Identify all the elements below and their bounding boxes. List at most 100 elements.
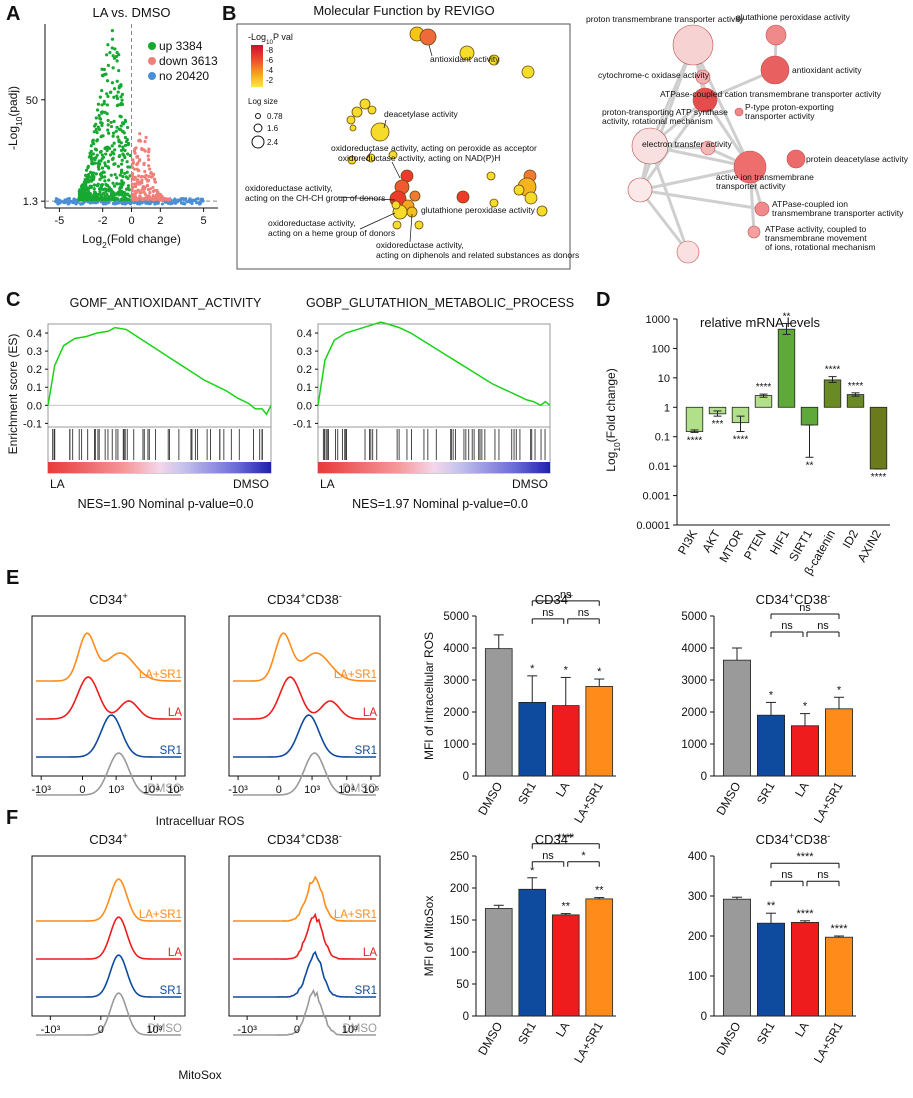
revigo-bubble [409,190,421,202]
volcano-x-label: Log2(Fold change) [82,232,181,250]
label-part: + [789,831,794,841]
point-down [156,190,160,194]
point-down [140,188,144,192]
y-tick-label: 0 [701,771,707,783]
category-label: SR1 [515,1019,539,1046]
label-part: CD38 [794,592,827,607]
revigo-label: acting on diphenols and related substanc… [376,250,579,260]
point-up [94,172,98,176]
point-up [78,194,83,198]
revigo-bubble [459,45,475,61]
mrna-bar [777,328,796,408]
point-up [117,69,121,73]
point-down [138,138,142,142]
flow-curve [233,632,377,682]
revigo-label: oxidoreductase activity, [245,183,333,193]
point-up [121,174,125,179]
label-part: CD34 [535,592,568,607]
point-up [110,81,115,85]
network-label: activity, rotational mechanism [602,116,713,126]
gsea-title: GOBP_GLUTATHION_METABOLIC_PROCESS [306,296,574,310]
point-up [112,162,116,166]
point-down [130,174,135,178]
point-no [191,198,195,202]
y-tick-label: 300 [688,891,707,903]
point-down [133,147,137,151]
y-tick-label: 0 [463,771,469,783]
point-down [152,177,157,181]
point-up [121,145,125,149]
y-tick-label: 1000 [443,739,469,751]
point-up [110,157,115,162]
point-down [134,182,138,186]
point-up [94,127,98,132]
point-down [147,174,151,178]
size-legend-circle [255,113,261,119]
point-no [56,202,60,206]
point-no [88,201,93,205]
y-tick-label: 0.3 [297,346,312,358]
revigo-bubble [346,115,356,125]
flow-curve [36,878,181,922]
label-part: Log [604,452,618,472]
point-down [147,194,151,198]
label-part: Enrichment score (ES) [6,334,20,455]
point-up [110,144,114,148]
point-up [111,131,116,135]
x-tick-label: 0 [276,784,282,796]
point-down [144,135,148,139]
label-part: - [339,831,342,841]
bracket-label: ns [578,607,590,619]
point-up [100,123,104,127]
point-up [120,98,124,102]
point-up [86,194,90,198]
y-tick-label: 0.4 [297,328,312,340]
revigo-bubble [513,184,525,196]
category-label: ID2 [840,527,862,550]
network-node [695,69,711,85]
point-up [100,67,104,71]
point-up [99,159,103,163]
point-up [105,103,109,107]
point-down [146,179,150,183]
x-tick-label: 0 [128,215,134,227]
point-no [132,201,137,205]
mrna-title: relative mRNA levels [700,315,820,330]
network-node [733,150,767,184]
network-label: cytochrome-c oxidase activity [598,70,710,80]
point-up [103,179,107,183]
point-up [94,116,98,120]
mfi-y-label: MFI of intracellular ROS [422,632,436,760]
point-up [84,185,88,190]
y-tick-label: 0.0 [27,400,42,412]
point-up [119,141,123,145]
point-up [107,166,111,170]
revigo-label: antioxidant activity [430,54,500,64]
point-up [82,180,86,184]
significance-label: **** [733,435,749,446]
ranked-heatbar [318,462,550,473]
point-up [111,54,115,58]
point-up [115,96,120,101]
point-up [107,186,112,190]
point-up [123,148,127,153]
category-label: SR1 [515,779,539,806]
x-tick-label: -10³ [41,1024,61,1036]
size-legend-title: Log size [248,97,278,106]
point-no [124,201,128,205]
network-node [786,149,806,169]
point-up [117,53,121,57]
label-part: 2 [102,240,107,250]
point-up [119,168,124,172]
point-up [118,173,122,177]
bracket-label: ns [560,589,572,601]
x-tick-label: -10³ [31,784,51,796]
point-up [126,125,130,130]
point-up [119,124,123,128]
flow-title: CD34+CD38- [267,831,342,847]
flow-curve-label: DMSO [343,1023,378,1035]
gsea-right-label: DMSO [512,477,548,491]
label-part: - [827,591,830,601]
flow-curve [233,676,377,720]
mfi-bar [551,914,580,1017]
